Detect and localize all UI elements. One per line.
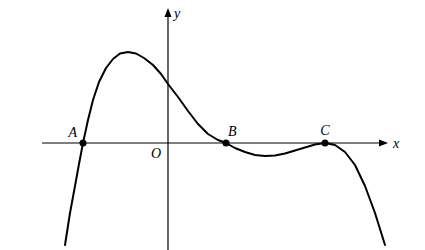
point <box>80 140 87 147</box>
x-axis-label: x <box>392 136 400 151</box>
point <box>223 140 230 147</box>
x-arrow <box>379 140 388 147</box>
y-axis <box>167 12 168 250</box>
point-label: B <box>228 124 237 139</box>
chart: x y A B C O <box>0 0 425 250</box>
origin-label: O <box>151 146 161 161</box>
x-axis <box>42 142 384 143</box>
point-label: C <box>320 123 330 138</box>
point <box>322 140 329 147</box>
curve <box>65 52 385 245</box>
y-arrow <box>165 8 172 17</box>
plot-area <box>65 52 385 245</box>
point-label: A <box>67 125 77 140</box>
y-axis-label: y <box>172 6 181 21</box>
